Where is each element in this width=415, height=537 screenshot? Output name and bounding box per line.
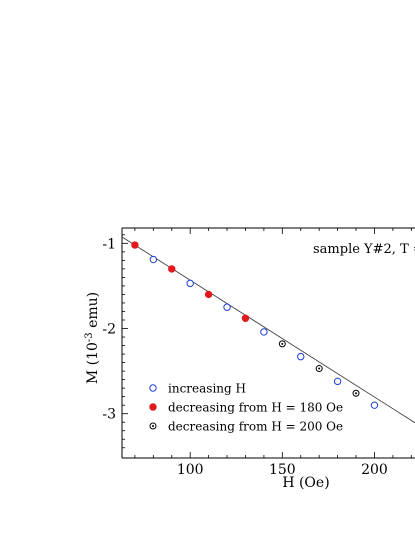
data-point-s2-2 bbox=[352, 389, 360, 397]
axes bbox=[121, 227, 415, 459]
data-point-s1-1 bbox=[168, 265, 176, 273]
data-point-s1-3 bbox=[241, 314, 250, 322]
y-label-unit: emu) bbox=[85, 292, 101, 333]
x-tick-label: 200 bbox=[361, 462, 388, 478]
data-point-s0-1 bbox=[186, 279, 194, 288]
x-axis-label: H (Oe) bbox=[282, 475, 329, 491]
legend-marker-0 bbox=[149, 384, 157, 392]
data-point-s1-2 bbox=[204, 290, 213, 299]
annotation-text: sample Y#2, T = bbox=[313, 242, 415, 257]
annotation: sample Y#2, T = bbox=[313, 242, 415, 257]
data-point-s0-6 bbox=[370, 401, 379, 409]
x-tick-label: 100 bbox=[177, 462, 204, 478]
legend-label-0: increasing H bbox=[168, 382, 246, 396]
data-point-s2-0 bbox=[278, 340, 286, 348]
legend-marker-2 bbox=[149, 422, 157, 430]
data-point-s0-4 bbox=[297, 352, 305, 361]
data-point-s2-1 bbox=[315, 365, 323, 373]
legend: increasing H decreasing from H = 180 Oe de… bbox=[149, 382, 343, 434]
y-tick-label: -3 bbox=[102, 407, 116, 423]
marker-dot bbox=[318, 367, 321, 370]
x-tick-label: 150 bbox=[269, 462, 296, 478]
legend-label-2: decreasing from H = 200 Oe bbox=[168, 420, 343, 434]
legend-label-1: decreasing from H = 180 Oe bbox=[168, 401, 343, 415]
ticks: 100 150 200 -1 -2 -3 bbox=[102, 228, 412, 478]
y-axis-label: M (10-3 emu) bbox=[84, 292, 101, 384]
data-point-s0-5 bbox=[333, 377, 342, 386]
fit-line bbox=[121, 236, 415, 424]
data-point-s0-3 bbox=[260, 328, 268, 336]
y-label-exponent: -3 bbox=[84, 332, 95, 342]
y-tick-label: -1 bbox=[102, 236, 116, 252]
data-point-s0-2 bbox=[223, 303, 231, 311]
y-label-part: M (10 bbox=[85, 342, 101, 384]
y-tick-label: -2 bbox=[102, 322, 116, 338]
legend-marker-1 bbox=[149, 403, 157, 411]
data-point-s0-0 bbox=[149, 255, 158, 264]
marker-dot bbox=[355, 392, 358, 395]
data-points bbox=[131, 241, 379, 409]
data-point-s1-0 bbox=[131, 241, 139, 249]
marker-dot bbox=[281, 342, 284, 345]
marker-dot bbox=[152, 425, 154, 427]
